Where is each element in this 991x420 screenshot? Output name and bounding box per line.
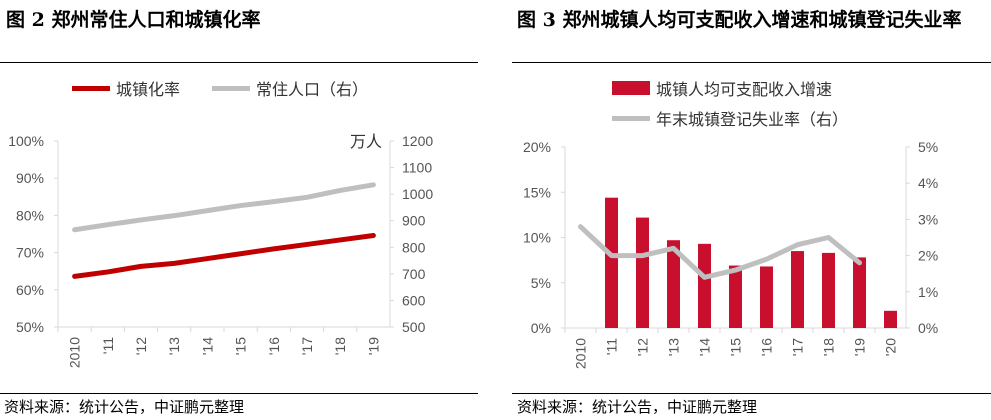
right-source-rule bbox=[512, 393, 991, 394]
legend-swatch bbox=[212, 85, 250, 91]
y2-tick-label: 700 bbox=[402, 266, 426, 282]
y-tick-label: 5% bbox=[531, 275, 551, 291]
y-tick-label: 80% bbox=[16, 207, 44, 223]
y2-tick-label: 3% bbox=[918, 211, 938, 227]
x-tick-label: '16 bbox=[266, 337, 282, 355]
y2-tick-label: 2% bbox=[918, 248, 938, 264]
right-source: 资料来源：统计公告，中证鹏元整理 bbox=[517, 398, 758, 416]
x-tick-label: '18 bbox=[332, 337, 348, 355]
bar bbox=[667, 240, 680, 328]
y-tick-label: 50% bbox=[16, 319, 44, 335]
x-tick-label: '12 bbox=[635, 338, 651, 356]
bar bbox=[853, 257, 866, 328]
series-line bbox=[72, 232, 376, 279]
bar bbox=[760, 266, 773, 328]
x-tick-label: '20 bbox=[883, 338, 899, 356]
x-tick-label: 2010 bbox=[573, 338, 589, 369]
y-tick-label: 70% bbox=[16, 245, 44, 261]
x-tick-label: '15 bbox=[728, 338, 744, 356]
y2-tick-label: 1200 bbox=[402, 133, 433, 149]
bar bbox=[791, 251, 804, 328]
legend-label: 年末城镇登记失业率（右） bbox=[656, 112, 849, 129]
x-tick-label: '12 bbox=[133, 337, 149, 355]
y2-tick-label: 5% bbox=[918, 139, 938, 155]
y2-unit: 万人 bbox=[350, 133, 382, 151]
series-line bbox=[72, 182, 376, 233]
left-source: 资料来源：统计公告，中证鹏元整理 bbox=[4, 398, 245, 416]
y2-tick-label: 4% bbox=[918, 175, 938, 191]
y2-tick-label: 600 bbox=[402, 292, 426, 308]
bar bbox=[822, 252, 835, 328]
left-chart-title: 图 2 郑州常住人口和城镇化率 bbox=[6, 9, 261, 31]
series-line bbox=[578, 224, 862, 280]
right-title-rule bbox=[512, 62, 991, 63]
y2-tick-label: 1100 bbox=[402, 160, 432, 176]
legend-label: 城镇化率 bbox=[116, 82, 181, 99]
y2-tick-label: 1000 bbox=[402, 186, 433, 202]
left-legend-1: 城镇化率 bbox=[72, 76, 180, 100]
y-tick-label: 90% bbox=[16, 170, 44, 186]
y2-tick-label: 500 bbox=[402, 319, 426, 335]
bar bbox=[729, 265, 742, 328]
x-tick-label: '11 bbox=[100, 337, 116, 354]
bar bbox=[636, 217, 649, 328]
legend-label: 城镇人均可支配收入增速 bbox=[656, 82, 833, 99]
y-tick-label: 0% bbox=[531, 320, 551, 336]
right-legend-2: 年末城镇登记失业率（右） bbox=[612, 106, 848, 130]
x-tick-label: '13 bbox=[166, 337, 182, 355]
x-tick-label: '14 bbox=[697, 338, 713, 356]
bar bbox=[698, 243, 711, 328]
x-tick-label: '17 bbox=[790, 338, 806, 356]
legend-swatch bbox=[612, 81, 650, 95]
x-tick-label: '11 bbox=[604, 338, 620, 355]
x-tick-label: '17 bbox=[299, 337, 315, 355]
legend-label: 常住人口（右） bbox=[256, 82, 369, 99]
bar bbox=[884, 310, 897, 328]
x-tick-label: '15 bbox=[233, 337, 249, 355]
y-tick-label: 60% bbox=[16, 282, 44, 298]
left-source-rule bbox=[0, 393, 478, 394]
x-tick-label: '14 bbox=[199, 337, 215, 355]
y2-tick-label: 1% bbox=[918, 284, 938, 300]
legend-swatch bbox=[72, 85, 110, 91]
x-tick-label: '18 bbox=[821, 338, 837, 356]
right-legend-1: 城镇人均可支配收入增速 bbox=[612, 76, 832, 100]
x-tick-label: 2010 bbox=[67, 337, 83, 368]
y-tick-label: 10% bbox=[523, 230, 551, 246]
y-tick-label: 15% bbox=[523, 184, 551, 200]
x-tick-label: '13 bbox=[666, 338, 682, 356]
y2-tick-label: 0% bbox=[918, 320, 938, 336]
left-title-rule bbox=[0, 62, 478, 63]
right-chart-title: 图 3 郑州城镇人均可支配收入增速和城镇登记失业率 bbox=[517, 9, 962, 31]
x-tick-label: '16 bbox=[759, 338, 775, 356]
y2-tick-label: 900 bbox=[402, 213, 426, 229]
y-tick-label: 20% bbox=[523, 139, 551, 155]
y2-tick-label: 800 bbox=[402, 239, 426, 255]
x-tick-label: '19 bbox=[852, 338, 868, 356]
y-tick-label: 100% bbox=[8, 133, 44, 149]
left-legend-2: 常住人口（右） bbox=[212, 76, 368, 100]
legend-swatch bbox=[612, 115, 650, 121]
bar bbox=[605, 197, 618, 328]
x-tick-label: '19 bbox=[365, 337, 381, 355]
